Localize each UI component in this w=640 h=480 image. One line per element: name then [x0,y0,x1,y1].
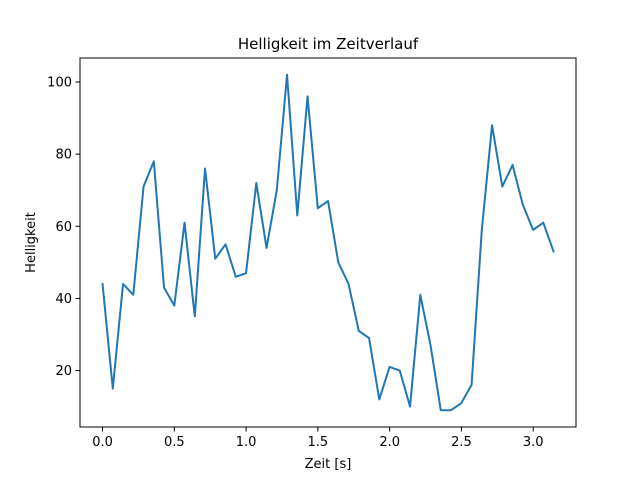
x-axis-label: Zeit [s] [305,457,352,472]
x-tick-label: 1.5 [308,435,329,450]
x-tick-label: 3.0 [523,435,544,450]
series-layer [101,73,555,412]
x-tick-label: 2.5 [451,435,472,450]
y-tick-label: 100 [47,75,72,90]
y-axis-label: Helligkeit [24,212,39,273]
x-tick-label: 0.0 [92,435,113,450]
x-tick-label: 1.0 [236,435,257,450]
plot-frame [79,57,577,428]
y-tick-label: 80 [55,148,72,163]
x-axis-ticks: 0.0 0.5 1.0 1.5 2.0 2.5 3.0 [92,427,544,450]
y-axis-ticks: 20 40 60 80 100 [47,75,80,379]
y-tick-label: 40 [55,292,72,307]
chart-title: Helligkeit im Zeitverlauf [238,35,419,53]
y-tick-label: 20 [55,364,72,379]
series-line-0 [101,73,555,412]
x-tick-label: 2.0 [379,435,400,450]
x-tick-label: 0.5 [164,435,185,450]
y-tick-label: 60 [55,220,72,235]
